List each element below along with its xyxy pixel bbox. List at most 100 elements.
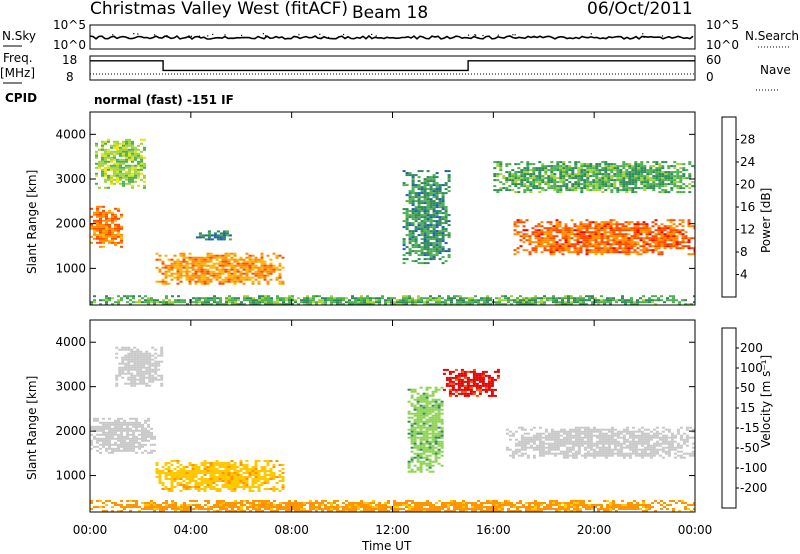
heatmap-cell bbox=[125, 166, 128, 169]
heatmap-cell bbox=[552, 251, 556, 254]
heatmap-cell bbox=[417, 226, 421, 229]
heatmap-cell bbox=[408, 194, 412, 197]
heatmap-cell bbox=[158, 482, 162, 484]
heatmap-cell bbox=[657, 251, 661, 254]
heatmap-cell bbox=[248, 260, 252, 263]
heatmap-cell bbox=[453, 295, 456, 298]
heatmap-cell bbox=[564, 227, 568, 230]
heatmap-cell bbox=[221, 484, 225, 486]
heatmap-cell bbox=[122, 166, 125, 169]
heatmap-cell bbox=[457, 382, 461, 385]
heatmap-cell bbox=[192, 297, 195, 300]
heatmap-cell bbox=[501, 299, 504, 302]
heatmap-cell bbox=[474, 301, 477, 304]
heatmap-cell bbox=[657, 225, 661, 228]
heatmap-cell bbox=[673, 181, 677, 184]
heatmap-cell bbox=[444, 210, 448, 213]
heatmap-cell bbox=[131, 152, 134, 155]
heatmap-cell bbox=[140, 172, 143, 175]
heatmap-cell bbox=[606, 225, 610, 228]
heatmap-cell bbox=[416, 456, 420, 459]
heatmap-cell bbox=[426, 301, 429, 304]
heatmap-cell bbox=[408, 210, 412, 213]
heatmap-cell bbox=[508, 438, 512, 441]
heatmap-cell bbox=[182, 476, 186, 478]
heatmap-cell bbox=[462, 301, 465, 304]
heatmap-cell bbox=[552, 249, 556, 252]
heatmap-cell bbox=[131, 150, 134, 153]
heatmap-cell bbox=[651, 231, 655, 234]
heatmap-cell bbox=[688, 173, 692, 176]
y-tick-label: 4000 bbox=[55, 127, 86, 141]
heatmap-cell bbox=[549, 247, 553, 250]
heatmap-cell bbox=[90, 441, 93, 444]
heatmap-cell bbox=[595, 163, 599, 166]
heatmap-cell bbox=[579, 235, 583, 238]
nsky-dot bbox=[643, 36, 645, 38]
heatmap-cell bbox=[142, 352, 146, 355]
heatmap-cell bbox=[167, 478, 171, 480]
heatmap-cell bbox=[667, 171, 671, 174]
heatmap-cell bbox=[174, 301, 177, 304]
heatmap-cell bbox=[422, 448, 426, 451]
nsky-dot bbox=[610, 36, 612, 38]
heatmap-cell bbox=[528, 251, 532, 254]
heatmap-cell bbox=[224, 278, 228, 281]
heatmap-cell bbox=[278, 474, 282, 476]
heatmap-cell bbox=[227, 476, 231, 478]
heatmap-cell bbox=[532, 185, 536, 188]
heatmap-cell bbox=[435, 297, 438, 300]
heatmap-cell bbox=[577, 173, 581, 176]
heatmap-cell bbox=[154, 362, 158, 365]
heatmap-cell bbox=[318, 299, 321, 302]
heatmap-cell bbox=[102, 209, 105, 212]
heatmap-cell bbox=[108, 439, 111, 442]
heatmap-cell bbox=[517, 167, 521, 170]
heatmap-cell bbox=[257, 460, 261, 462]
heatmap-cell bbox=[463, 384, 467, 387]
heatmap-cell bbox=[194, 262, 198, 265]
heatmap-cell bbox=[460, 384, 464, 387]
heatmap-cell bbox=[517, 442, 521, 445]
heatmap-cell bbox=[120, 445, 123, 448]
heatmap-cell bbox=[104, 158, 107, 161]
heatmap-cell bbox=[195, 297, 198, 300]
heatmap-cell bbox=[544, 167, 548, 170]
heatmap-cell bbox=[96, 213, 99, 216]
heatmap-cell bbox=[648, 229, 652, 232]
heatmap-cell bbox=[410, 390, 414, 393]
heatmap-cell bbox=[604, 167, 608, 170]
heatmap-cell bbox=[130, 382, 134, 385]
heatmap-cell bbox=[429, 202, 433, 205]
heatmap-cell bbox=[227, 466, 231, 468]
heatmap-cell bbox=[609, 303, 612, 305]
heatmap-cell bbox=[260, 258, 264, 261]
heatmap-cell bbox=[627, 251, 631, 254]
heatmap-cell bbox=[478, 380, 482, 383]
heatmap-cell bbox=[561, 297, 564, 300]
heatmap-cell bbox=[267, 297, 270, 300]
heatmap-cell bbox=[157, 360, 161, 363]
heatmap-cell bbox=[236, 478, 240, 480]
heatmap-cell bbox=[200, 462, 204, 464]
heatmap-cell bbox=[239, 256, 243, 259]
heatmap-cell bbox=[621, 241, 625, 244]
heatmap-cell bbox=[125, 174, 128, 177]
heatmap-cell bbox=[634, 165, 638, 168]
heatmap-cell bbox=[420, 248, 424, 251]
heatmap-cell bbox=[428, 448, 432, 451]
heatmap-cell bbox=[416, 402, 420, 405]
heatmap-cell bbox=[236, 482, 240, 484]
heatmap-cell bbox=[550, 187, 554, 190]
heatmap-cell bbox=[640, 169, 644, 172]
heatmap-cell bbox=[429, 178, 433, 181]
heatmap-cell bbox=[107, 174, 110, 177]
heatmap-cell bbox=[648, 299, 651, 302]
heatmap-cell bbox=[573, 251, 577, 254]
heatmap-cell bbox=[658, 187, 662, 190]
heatmap-cell bbox=[610, 165, 614, 168]
heatmap-cell bbox=[124, 366, 128, 369]
heatmap-cell bbox=[96, 215, 99, 218]
heatmap-cell bbox=[185, 278, 189, 281]
heatmap-cell bbox=[410, 468, 414, 471]
